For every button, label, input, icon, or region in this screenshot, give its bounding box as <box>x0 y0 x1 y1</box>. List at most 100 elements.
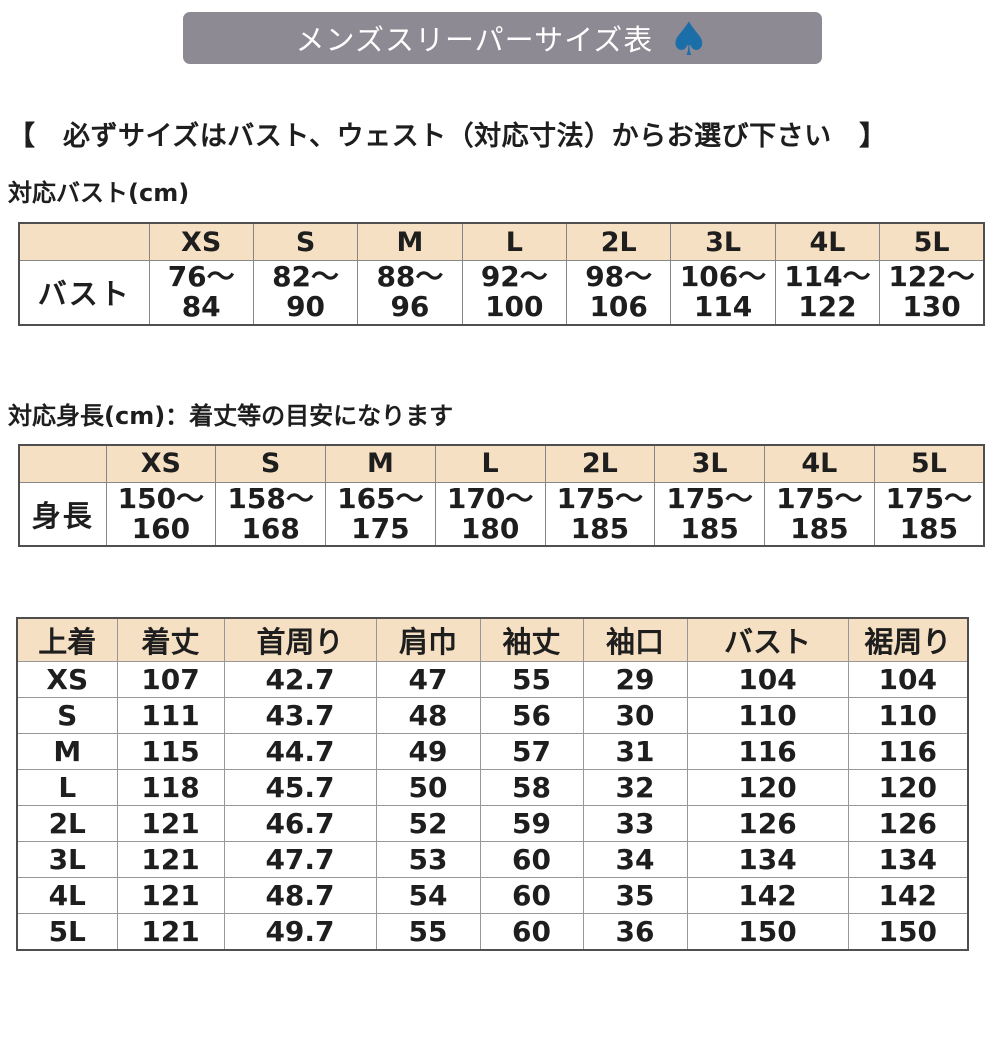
jacket-col-header: 裾周り <box>847 617 969 662</box>
range-bottom-line: 106 <box>589 290 648 324</box>
jacket-measurements-table: 上着 着丈 首周り 肩巾 袖丈 袖口 バスト 裾周り XS 107 42.7 4… <box>16 617 969 951</box>
range-top-line: 88～ <box>376 260 444 294</box>
jacket-row: 5L 121 49.7 55 60 36 150 150 <box>16 913 969 951</box>
range-bottom-line: 175 <box>351 511 410 545</box>
jacket-header-row: 上着 着丈 首周り 肩巾 袖丈 袖口 バスト 裾周り <box>16 617 969 662</box>
range-top-line: 76～ <box>167 260 235 294</box>
jacket-value-cell: 121 <box>116 913 225 951</box>
jacket-value-cell: 59 <box>479 805 584 842</box>
bust-range-row: バスト 76～ 84 82～ 90 88～ 96 92～ 100 98～ 106 106～… <box>18 260 985 325</box>
height-range-cell: 170～ 180 <box>434 481 546 547</box>
bust-range-cell: 76～ 84 <box>148 260 254 325</box>
bust-range-cell: 122～ 130 <box>879 260 985 325</box>
jacket-value-cell: 104 <box>686 661 849 698</box>
range-top-line: 175～ <box>556 481 644 515</box>
range-top-line: 92～ <box>480 260 548 294</box>
height-range-cell: 175～ 185 <box>873 481 985 547</box>
jacket-value-cell: 120 <box>847 769 969 806</box>
jacket-value-cell: 48.7 <box>223 877 377 914</box>
jacket-value-cell: 55 <box>375 913 481 951</box>
jacket-size-cell: L <box>16 769 118 806</box>
jacket-value-cell: 111 <box>116 697 225 734</box>
jacket-value-cell: 142 <box>686 877 849 914</box>
height-table: XS S M L 2L 3L 4L 5L 身長 150～ 160 158～ 168 … <box>18 443 985 547</box>
jacket-value-cell: 115 <box>116 733 225 770</box>
size-col-header: 3L <box>654 444 765 483</box>
jacket-value-cell: 134 <box>847 841 969 878</box>
bust-range-cell: 114～ 122 <box>774 260 881 325</box>
size-col-header: S <box>215 444 326 483</box>
range-top-line: 114～ <box>784 260 871 294</box>
size-col-header: 2L <box>544 444 656 483</box>
range-top-line: 122～ <box>888 260 975 294</box>
range-top-line: 175～ <box>885 481 973 515</box>
jacket-value-cell: 60 <box>479 841 584 878</box>
size-col-header: 5L <box>873 444 985 483</box>
jacket-row: S 111 43.7 48 56 30 110 110 <box>16 697 969 734</box>
bust-range-cell: 92～ 100 <box>461 260 568 325</box>
range-top-line: 150～ <box>117 481 205 515</box>
size-selection-notice: 【 必ずサイズはバスト、ウェスト（対応寸法）からお選び下さい 】 <box>8 121 887 152</box>
height-range-cell: 175～ 185 <box>764 481 875 547</box>
jacket-value-cell: 107 <box>116 661 225 698</box>
size-col-header: M <box>357 222 463 261</box>
jacket-value-cell: 121 <box>116 877 225 914</box>
range-bottom-line: 100 <box>485 290 544 324</box>
jacket-size-cell: M <box>16 733 118 770</box>
jacket-value-cell: 47.7 <box>223 841 377 878</box>
jacket-value-cell: 56 <box>479 697 584 734</box>
jacket-value-cell: 52 <box>375 805 481 842</box>
range-top-line: 82～ <box>272 260 340 294</box>
jacket-value-cell: 150 <box>686 913 849 951</box>
bust-range-cell: 106～ 114 <box>670 260 776 325</box>
jacket-value-cell: 34 <box>582 841 688 878</box>
size-col-header: XS <box>105 444 217 483</box>
jacket-row: 3L 121 47.7 53 60 34 134 134 <box>16 841 969 878</box>
jacket-value-cell: 43.7 <box>223 697 377 734</box>
jacket-value-cell: 50 <box>375 769 481 806</box>
jacket-value-cell: 48 <box>375 697 481 734</box>
height-range-cell: 175～ 185 <box>544 481 656 547</box>
jacket-value-cell: 118 <box>116 769 225 806</box>
jacket-value-cell: 60 <box>479 913 584 951</box>
jacket-value-cell: 29 <box>582 661 688 698</box>
jacket-row: XS 107 42.7 47 55 29 104 104 <box>16 661 969 698</box>
jacket-col-header: 袖丈 <box>479 617 584 662</box>
range-bottom-line: 122 <box>798 290 857 324</box>
range-top-line: 175～ <box>776 481 863 515</box>
jacket-row: L 118 45.7 50 58 32 120 120 <box>16 769 969 806</box>
jacket-col-header: バスト <box>686 617 849 662</box>
bust-corner-cell <box>18 222 150 261</box>
range-bottom-line: 160 <box>131 511 191 545</box>
jacket-value-cell: 116 <box>847 733 969 770</box>
height-range-cell: 150～ 160 <box>105 481 217 547</box>
jacket-size-cell: 2L <box>16 805 118 842</box>
bust-range-cell: 82～ 90 <box>252 260 359 325</box>
jacket-value-cell: 44.7 <box>223 733 377 770</box>
jacket-value-cell: 30 <box>582 697 688 734</box>
range-bottom-line: 185 <box>790 511 849 545</box>
size-col-header: L <box>434 444 546 483</box>
height-range-row: 身長 150～ 160 158～ 168 165～ 175 170～ 180 175～ 1… <box>18 481 985 547</box>
range-bottom-line: 84 <box>181 290 221 324</box>
size-col-header: M <box>325 444 436 483</box>
jacket-value-cell: 45.7 <box>223 769 377 806</box>
jacket-size-cell: XS <box>16 661 118 698</box>
jacket-value-cell: 110 <box>847 697 969 734</box>
bust-size-header-row: XS S M L 2L 3L 4L 5L <box>18 222 985 261</box>
jacket-value-cell: 35 <box>582 877 688 914</box>
range-bottom-line: 90 <box>286 290 326 324</box>
jacket-value-cell: 142 <box>847 877 969 914</box>
jacket-size-cell: 3L <box>16 841 118 878</box>
range-bottom-line: 180 <box>460 511 520 545</box>
jacket-col-header: 袖口 <box>582 617 688 662</box>
jacket-value-cell: 126 <box>847 805 969 842</box>
size-col-header: L <box>461 222 568 261</box>
range-bottom-line: 168 <box>241 511 300 545</box>
size-col-header: 5L <box>879 222 985 261</box>
range-bottom-line: 185 <box>570 511 630 545</box>
jacket-row: M 115 44.7 49 57 31 116 116 <box>16 733 969 770</box>
jacket-value-cell: 60 <box>479 877 584 914</box>
jacket-value-cell: 31 <box>582 733 688 770</box>
